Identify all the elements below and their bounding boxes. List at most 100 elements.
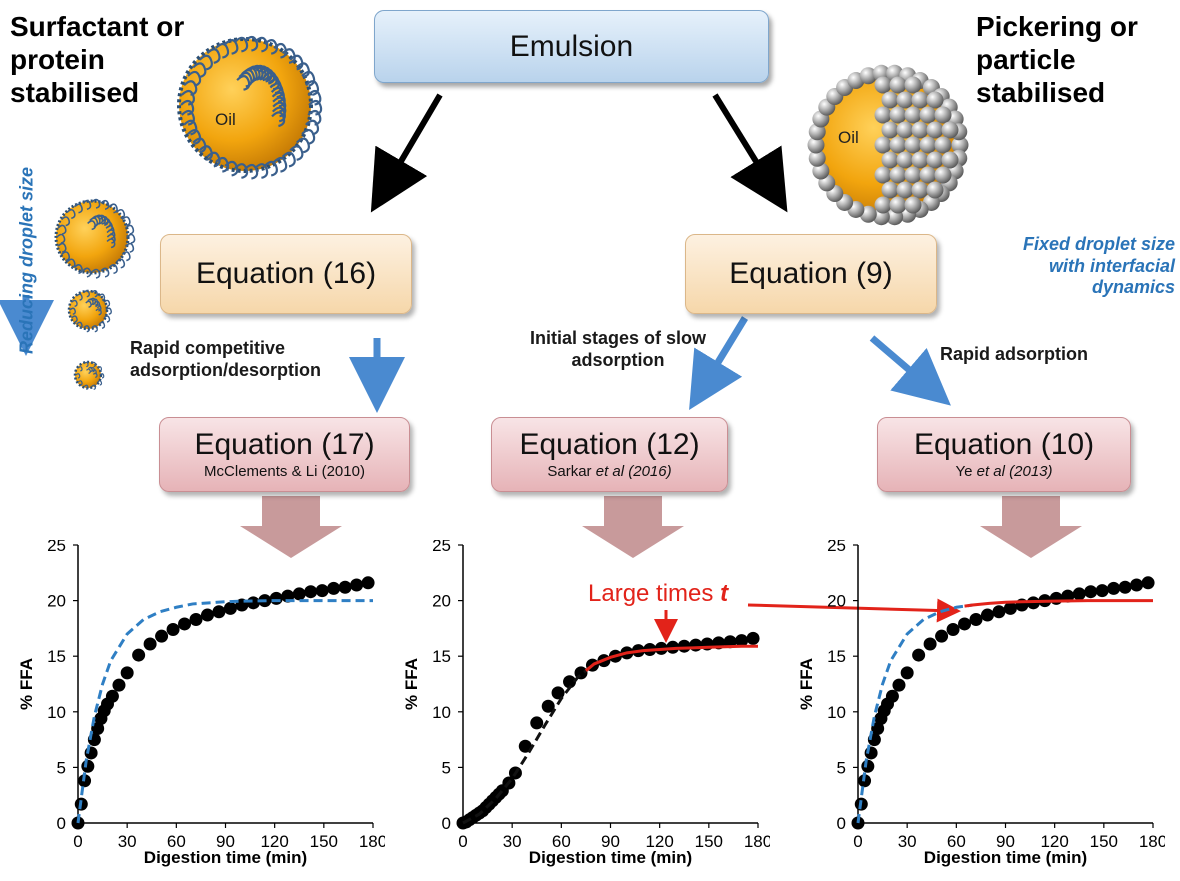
particle: [951, 136, 969, 154]
chart-1: 0 5 10 15 20 25 0 30 60 90 120 150 180 Digestion time…: [17, 540, 385, 867]
emulsion-label: Emulsion: [509, 29, 634, 63]
fit-line: [584, 644, 758, 672]
y-tick-label: 25: [432, 540, 451, 555]
protein-curl: [301, 70, 316, 87]
data-point: [327, 581, 341, 595]
surfactant-droplet-large: [177, 35, 323, 180]
protein-curl: [236, 75, 251, 91]
eq9-box: Equation (9): [685, 234, 937, 314]
particle: [941, 121, 959, 139]
protein-curl: [305, 80, 320, 96]
data-point: [223, 601, 237, 615]
data-point: [677, 639, 691, 653]
particle: [874, 136, 892, 154]
protein-curl: [56, 233, 66, 244]
particle: [904, 196, 922, 214]
x-tick-label: 30: [898, 832, 917, 851]
data-point: [1084, 585, 1098, 599]
protein-curl: [224, 39, 239, 55]
protein-curl: [121, 216, 131, 227]
protein-curl: [91, 268, 101, 279]
protein-curl: [307, 89, 322, 106]
data-point: [1072, 587, 1086, 601]
data-point: [541, 699, 555, 713]
particle: [919, 166, 937, 184]
protein-curl: [93, 300, 101, 309]
protein-curl: [82, 267, 92, 278]
particle: [889, 166, 907, 184]
y-tick-label: 20: [432, 592, 451, 611]
fit-line: [964, 599, 1153, 608]
data-point: [120, 666, 134, 680]
pink-arrow-1: [240, 496, 342, 558]
droplet-small-1: [54, 198, 136, 279]
protein-curl: [187, 128, 202, 145]
particle: [896, 151, 914, 169]
particle: [874, 106, 892, 124]
eq12-ref-italic: et al (2016): [595, 462, 672, 480]
protein-curl: [85, 300, 92, 308]
arrow-emulsion-left: [370, 93, 443, 213]
data-point: [689, 638, 703, 652]
protein-curl: [97, 214, 107, 225]
protein-curl: [106, 238, 116, 249]
protein-curl: [99, 373, 105, 379]
protein-curl: [273, 156, 288, 173]
protein-curl: [106, 229, 116, 240]
protein-curl: [83, 290, 90, 298]
protein-curl: [91, 290, 98, 298]
protein-curl: [66, 208, 76, 220]
data-point: [338, 580, 352, 594]
x-tick-label: 60: [947, 832, 966, 851]
protein-curl: [77, 380, 83, 386]
particle: [889, 196, 907, 214]
protein-curl: [100, 199, 110, 210]
x-tick-label: 150: [310, 832, 338, 851]
eq12-ref-pre: Sarkar: [547, 462, 596, 480]
protein-curl: [254, 163, 269, 179]
protein-curl: [301, 128, 316, 145]
y-tick-label: 5: [57, 758, 66, 777]
y-tick-label: 5: [837, 758, 846, 777]
protein-curl: [108, 203, 118, 214]
protein-curl: [91, 361, 97, 368]
protein-curl: [73, 264, 83, 275]
data-point: [992, 605, 1006, 619]
protein-curl: [75, 373, 81, 379]
data-point: [530, 716, 544, 730]
protein-curl: [224, 160, 239, 177]
protein-curl: [125, 242, 135, 253]
protein-curl: [108, 264, 118, 275]
protein-curl: [289, 145, 304, 161]
particle: [889, 136, 907, 154]
protein-curl: [87, 220, 97, 231]
chart-3: 0 5 10 15 20 25 0 30 60 90 120 150 180 Digestion time…: [797, 540, 1165, 867]
data-point: [892, 678, 906, 692]
x-tick-label: 90: [216, 832, 235, 851]
note-initial-stages: Initial stages of slow adsorption: [529, 328, 707, 370]
x-tick-label: 30: [503, 832, 522, 851]
data-point: [885, 689, 899, 703]
emulsion-box: Emulsion: [374, 10, 769, 83]
large-times-variable: t: [720, 580, 729, 607]
data-point: [292, 587, 306, 601]
data-point: [166, 623, 180, 637]
protein-curl: [100, 267, 110, 278]
particle: [934, 106, 952, 124]
protein-curl: [66, 258, 76, 269]
pickering-droplet: [807, 64, 969, 226]
particle: [904, 76, 922, 94]
particle: [896, 121, 914, 139]
data-point: [112, 678, 126, 692]
large-times-label: Large times t: [588, 580, 728, 608]
data-point: [269, 591, 283, 605]
protein-curl: [263, 160, 278, 177]
data-point: [735, 634, 749, 648]
protein-curl: [181, 109, 195, 126]
data-point: [200, 608, 214, 622]
protein-curl: [192, 137, 207, 154]
protein-curl: [272, 106, 286, 123]
protein-curl: [105, 224, 115, 236]
particle: [911, 91, 929, 109]
data-point: [155, 629, 169, 643]
